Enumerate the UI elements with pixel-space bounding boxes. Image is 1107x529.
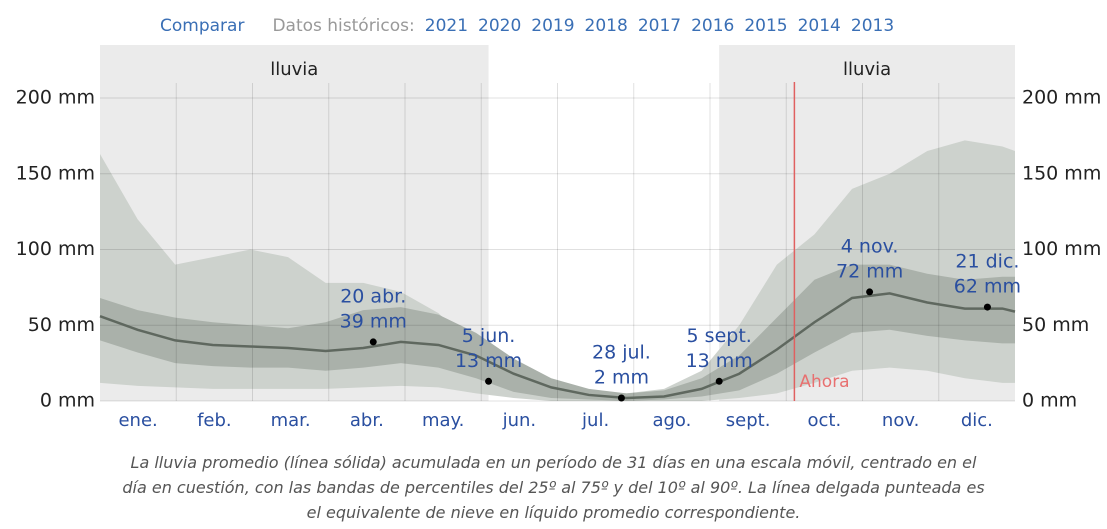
annotation-amount: 62 mm bbox=[954, 276, 1021, 298]
x-tick-label: feb. bbox=[197, 410, 232, 431]
x-tick-label: oct. bbox=[808, 410, 842, 431]
compare-link[interactable]: Comparar bbox=[160, 16, 245, 36]
annotation-dot bbox=[866, 288, 874, 296]
annotation-date: 21 dic. bbox=[955, 251, 1019, 273]
year-link[interactable]: 2021 bbox=[424, 16, 469, 36]
y-tick-label: 50 mm bbox=[28, 314, 95, 336]
year-link[interactable]: 2015 bbox=[744, 16, 788, 36]
year-link[interactable]: 2017 bbox=[637, 16, 682, 36]
y-tick-label: 200 mm bbox=[1022, 87, 1101, 109]
season-label: lluvia bbox=[270, 59, 318, 80]
percentile-band bbox=[100, 264, 1015, 401]
nav: Comparar Datos históricos: 2021 2020 2019 201… bbox=[160, 16, 904, 36]
chart: lluvia lluvia ene. feb. mar. abr. may. jun. jul.… bbox=[16, 45, 1101, 431]
caption-line: el equivalente de nieve en líquido prome… bbox=[306, 503, 801, 522]
annotation-amount: 13 mm bbox=[686, 350, 753, 372]
year-link[interactable]: 2018 bbox=[584, 16, 628, 36]
x-tick-label: abr. bbox=[350, 410, 384, 431]
caption-line: día en cuestión, con las bandas de perce… bbox=[122, 478, 985, 497]
y-tick-label: 150 mm bbox=[1022, 162, 1101, 184]
year-link[interactable]: 2014 bbox=[797, 16, 841, 36]
year-link[interactable]: 2016 bbox=[691, 16, 735, 36]
x-tick-label: jun. bbox=[502, 410, 537, 431]
annotation-amount: 72 mm bbox=[836, 260, 903, 282]
season-label: lluvia bbox=[843, 59, 891, 80]
annotation-dot bbox=[715, 377, 723, 385]
annotation-dot bbox=[617, 394, 625, 402]
annotation-date: 5 sept. bbox=[687, 325, 752, 347]
annotation-dot bbox=[983, 303, 991, 311]
x-tick-label: ago. bbox=[652, 410, 691, 431]
y-tick-label: 200 mm bbox=[16, 87, 95, 109]
annotation-dot bbox=[485, 377, 493, 385]
x-tick-label: sept. bbox=[726, 410, 771, 431]
year-link[interactable]: 2019 bbox=[531, 16, 575, 36]
y-tick-label: 100 mm bbox=[16, 238, 95, 260]
annotation-date: 4 nov. bbox=[841, 235, 899, 257]
caption: La lluvia promedio (línea sólida) acumul… bbox=[0, 450, 1107, 525]
x-tick-label: jul. bbox=[581, 410, 609, 431]
year-link[interactable]: 2020 bbox=[478, 16, 522, 36]
median-line bbox=[99, 292, 1016, 400]
x-tick-label: mar. bbox=[271, 410, 311, 431]
y-tick-label: 150 mm bbox=[16, 162, 95, 184]
annotation-dot bbox=[369, 338, 377, 346]
annotation-date: 28 jul. bbox=[592, 341, 651, 363]
annotation-date: 5 jun. bbox=[462, 325, 516, 347]
now-label: Ahora bbox=[799, 372, 849, 392]
y-tick-label: 100 mm bbox=[1022, 238, 1101, 260]
y-tick-label: 0 mm bbox=[40, 390, 95, 412]
x-tick-label: nov. bbox=[882, 410, 919, 431]
annotation-date: 20 abr. bbox=[340, 285, 406, 307]
y-tick-label: 50 mm bbox=[1022, 314, 1089, 336]
x-tick-label: may. bbox=[422, 410, 464, 431]
annotation-amount: 2 mm bbox=[594, 366, 649, 388]
annotation-amount: 39 mm bbox=[340, 310, 407, 332]
caption-line: La lluvia promedio (línea sólida) acumul… bbox=[130, 453, 977, 472]
x-tick-label: dic. bbox=[961, 410, 993, 431]
annotation-amount: 13 mm bbox=[455, 350, 522, 372]
x-tick-label: ene. bbox=[118, 410, 157, 431]
history-label: Datos históricos: bbox=[272, 16, 415, 36]
y-tick-label: 0 mm bbox=[1022, 390, 1077, 412]
year-link[interactable]: 2013 bbox=[850, 16, 895, 36]
